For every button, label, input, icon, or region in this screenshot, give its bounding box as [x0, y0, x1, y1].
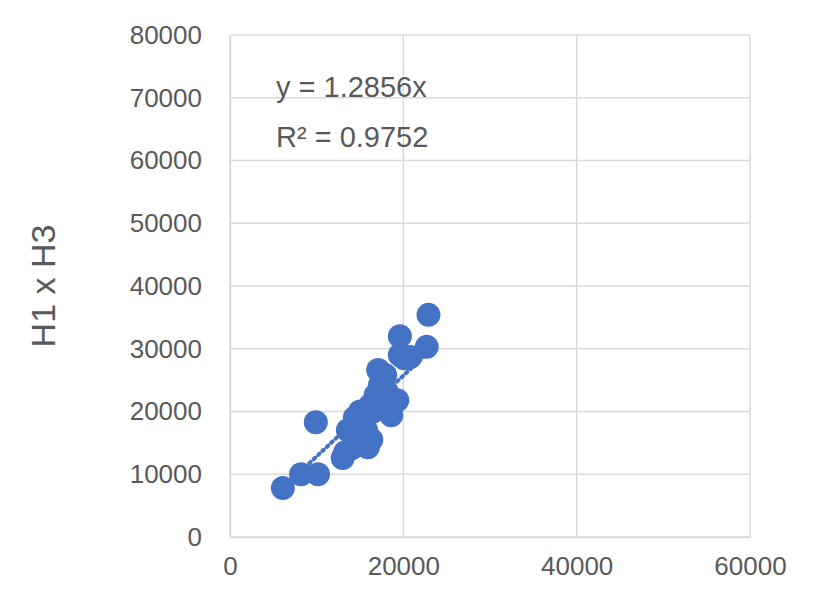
- axis-line: [231, 537, 751, 539]
- tick: 10000: [130, 459, 230, 489]
- annotations: y = 1.2856x R² = 0.9752: [276, 71, 428, 153]
- grid-line: [230, 34, 750, 36]
- chart: 0 20000 40000 60000 0 10000 20000 30000 40000 500…: [0, 0, 827, 614]
- tick: 40000: [541, 537, 613, 581]
- tick-label: 70000: [130, 83, 202, 113]
- tick-label: 60000: [714, 551, 786, 581]
- y-axis: 0 10000 20000 30000 40000 50000 60000 70000 8000…: [130, 20, 231, 552]
- tick: 20000: [368, 537, 440, 581]
- tick-label: 10000: [130, 459, 202, 489]
- grid-line: [403, 35, 405, 537]
- tick: 20000: [130, 396, 230, 426]
- annotation: y = 1.2856x: [276, 71, 427, 103]
- annotation: R² = 0.9752: [276, 121, 428, 153]
- marks: [271, 303, 441, 500]
- tick: 80000: [130, 20, 230, 50]
- grid-line: [230, 223, 750, 225]
- tick: 60000: [130, 145, 230, 175]
- point: [416, 303, 440, 327]
- grid-line: [230, 411, 750, 413]
- trendline: [283, 352, 429, 488]
- tick: 40000: [130, 271, 230, 301]
- grid-line: [230, 536, 750, 538]
- point: [304, 410, 328, 434]
- plot-area: 0 20000 40000 60000 0 10000 20000 30000 40000 500…: [130, 20, 787, 582]
- tick: 50000: [130, 208, 230, 238]
- tick-label: 20000: [130, 396, 202, 426]
- tick: 0: [188, 522, 230, 552]
- grid-line: [229, 35, 231, 537]
- point: [306, 462, 330, 486]
- tick-label: 60000: [130, 145, 202, 175]
- grid-line: [576, 35, 578, 537]
- grid: [230, 35, 750, 537]
- tick-label: 0: [223, 551, 237, 581]
- tick-label: 50000: [130, 208, 202, 238]
- x-axis: 0 20000 40000 60000: [223, 537, 786, 581]
- tick-label: 40000: [130, 271, 202, 301]
- tick: 60000: [714, 537, 786, 581]
- tick-label: 30000: [130, 334, 202, 364]
- tick: 0: [223, 537, 237, 581]
- grid-line: [749, 35, 751, 537]
- point: [359, 428, 383, 452]
- axis-line: [230, 36, 232, 538]
- grid-line: [230, 285, 750, 287]
- tick-label: 40000: [541, 551, 613, 581]
- point: [385, 388, 409, 412]
- grid-line: [230, 348, 750, 350]
- tick-label: 20000: [368, 551, 440, 581]
- grid-line: [230, 160, 750, 162]
- tick-label: 80000: [130, 20, 202, 50]
- tick-label: 0: [188, 522, 202, 552]
- y-axis-title: H1 x H3: [24, 225, 62, 348]
- tick: 30000: [130, 334, 230, 364]
- tick: 70000: [130, 83, 230, 113]
